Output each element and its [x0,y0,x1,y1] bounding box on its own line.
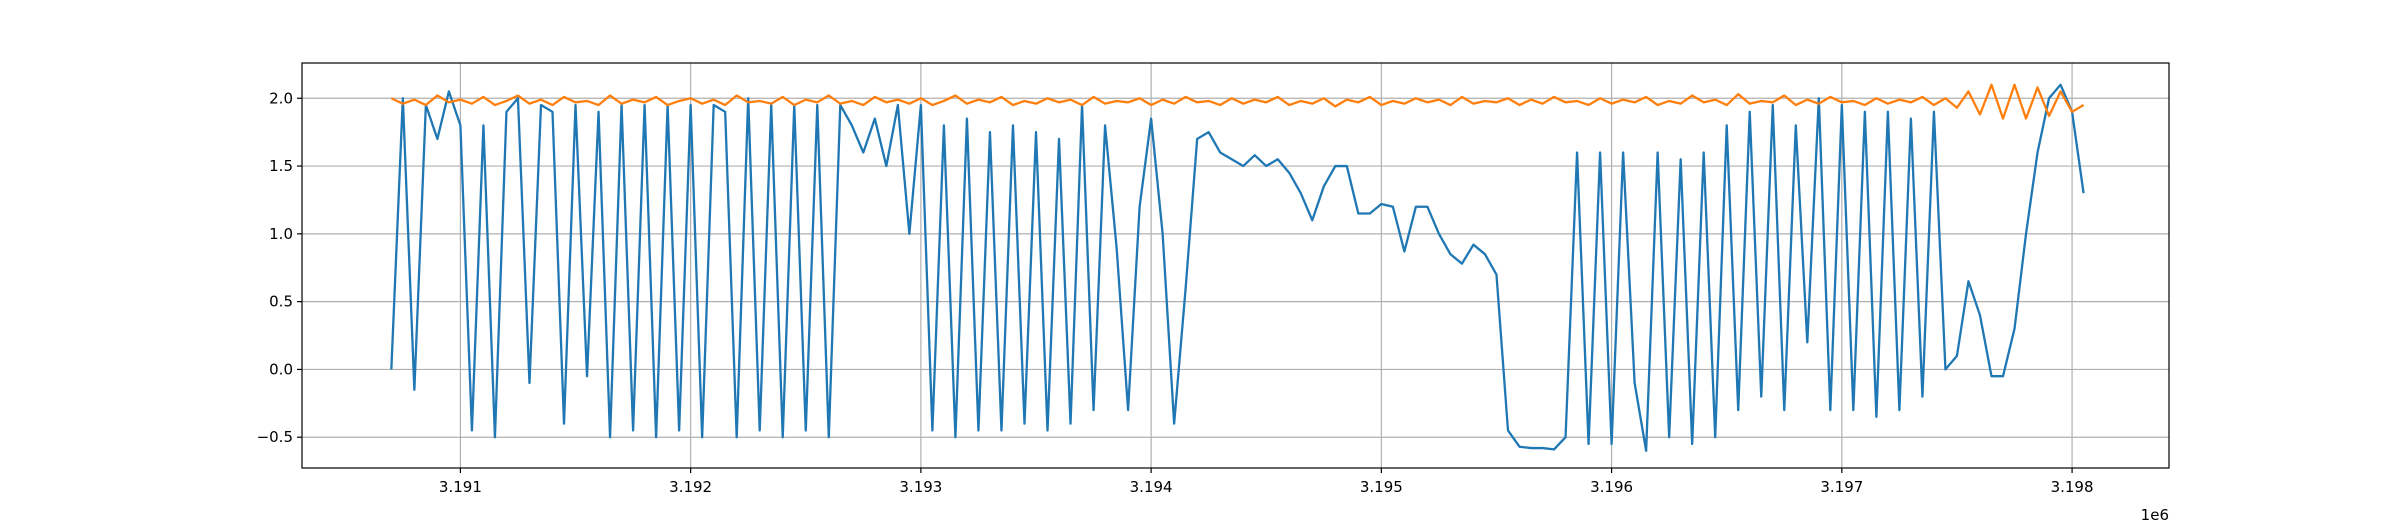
y-tick-label: 2.0 [269,89,293,107]
plot-area [390,83,2085,452]
y-tick-label: 0.0 [269,360,293,378]
x-tick-label: 3.191 [439,478,482,496]
x-tick-label: 3.194 [1130,478,1173,496]
x-tick-label: 3.196 [1590,478,1633,496]
axes-frame [301,62,2170,469]
x-offset-label: 1e6 [2141,506,2169,524]
y-tick-label: 1.0 [269,225,293,243]
y-tick-label: 0.5 [269,293,293,311]
x-tick-label: 3.193 [899,478,942,496]
x-tick-label: 3.192 [669,478,712,496]
series-line [390,83,2085,452]
ticks: 3.191 3.192 3.193 3.194 3.195 3.196 3.197 3.198… [257,89,2094,496]
x-tick-label: 3.195 [1360,478,1403,496]
x-tick-label: 3.197 [1820,478,1863,496]
y-tick-label: 1.5 [269,157,293,175]
y-tick-label: −0.5 [257,428,293,446]
x-tick-label: 3.198 [2051,478,2094,496]
series-line [390,83,2085,120]
